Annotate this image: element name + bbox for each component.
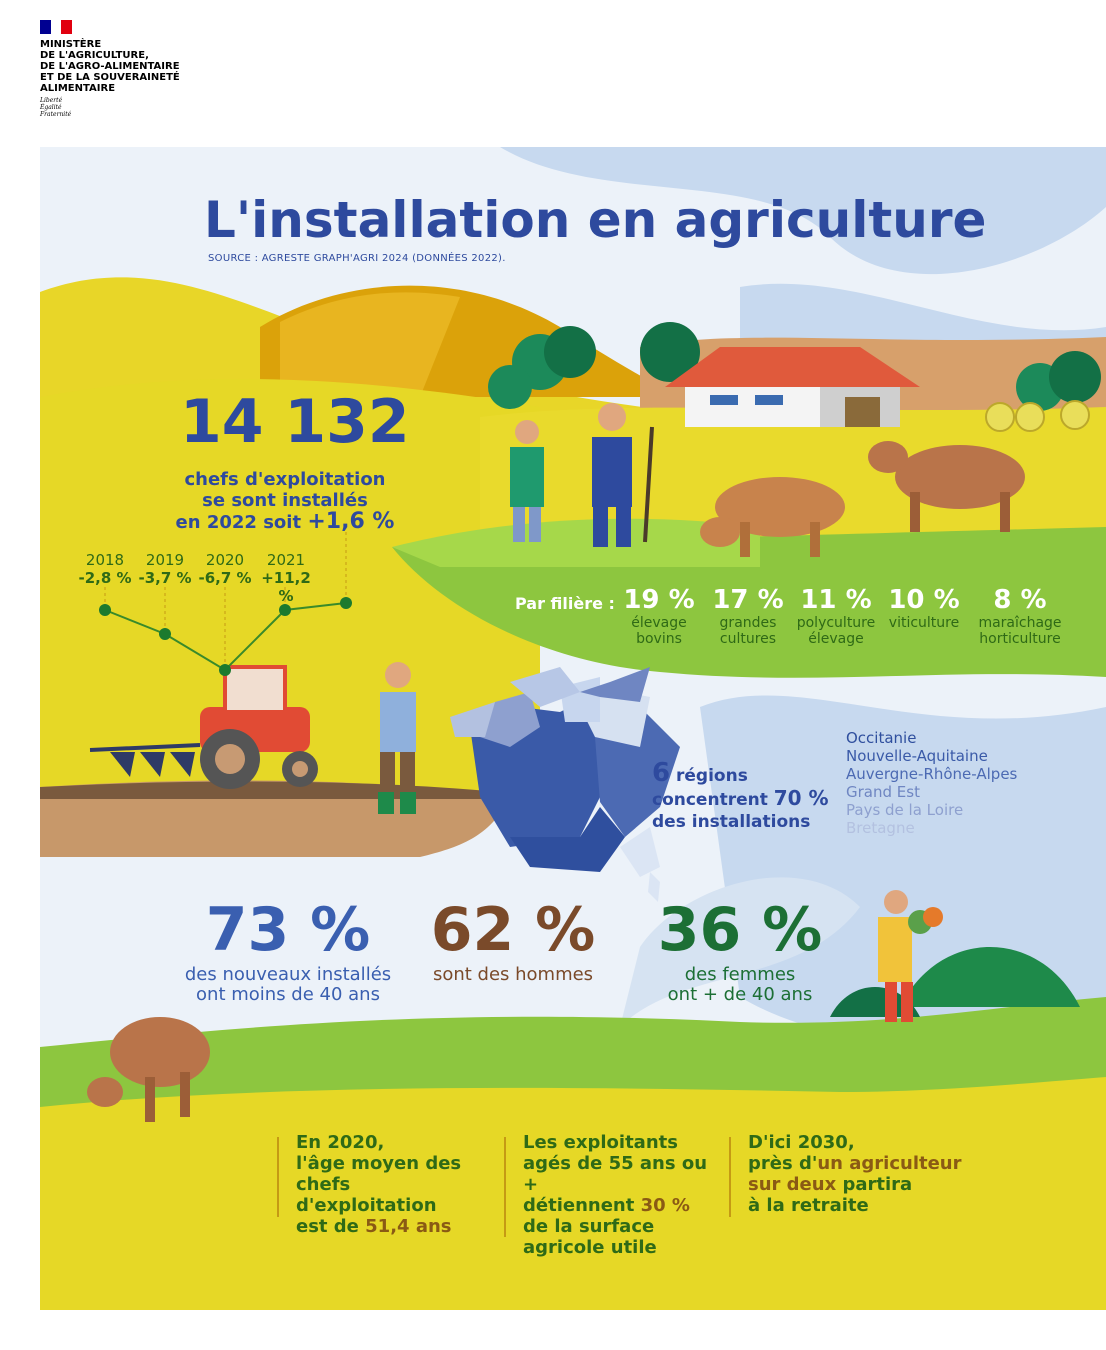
headline-change: +1,6 %: [307, 509, 395, 534]
fact-average-age: En 2020, l'âge moyen des chefs d'exploit…: [296, 1132, 462, 1237]
page-title: L'installation en agriculture: [204, 191, 987, 249]
filiere-item: 10 % viticulture: [888, 585, 960, 631]
fact-retirement: D'ici 2030, près d'un agriculteur sur de…: [748, 1132, 962, 1216]
filiere-item: 11 % polyculture élevage: [796, 585, 876, 647]
trend-point: [99, 604, 111, 616]
region-item: Occitanie: [846, 729, 917, 747]
ministry-motto: Liberté Égalité Fraternité: [40, 97, 72, 118]
ministry-name: MINISTÈRE DE L'AGRICULTURE, DE L'AGRO-AL…: [40, 39, 180, 94]
fact-land-share: Les exploitants agés de 55 ans ou + déti…: [523, 1132, 708, 1258]
regions-list: Occitanie Nouvelle-Aquitaine Auvergne-Rh…: [846, 729, 1017, 837]
trend-label-2018: 2018 -2,8 %: [78, 551, 132, 587]
filiere-item: 19 % élevage bovins: [623, 585, 695, 647]
filiere-label: Par filière :: [515, 594, 615, 613]
source-note: SOURCE : AGRESTE GRAPH'AGRI 2024 (DONNÉE…: [208, 253, 506, 264]
filiere-item: 17 % grandes cultures: [712, 585, 784, 647]
trend-label-2020: 2020 -6,7 %: [198, 551, 252, 587]
trend-point: [219, 664, 231, 676]
french-flag-icon: [40, 20, 73, 34]
france-map: [450, 667, 680, 902]
filiere-item: 8 % maraîchage horticulture: [978, 585, 1062, 647]
infographic-poster: L'installation en agriculture SOURCE : A…: [40, 147, 1106, 1310]
region-item: Bretagne: [846, 819, 915, 837]
trend-label-2019: 2019 -3,7 %: [138, 551, 192, 587]
regions-text: 6 régions concentrent 70 % des installat…: [652, 758, 829, 832]
region-item: Nouvelle-Aquitaine: [846, 747, 988, 765]
landscape-illustration: [40, 147, 1106, 1310]
stat-women-over-40: 36 % des femmes ont + de 40 ans: [657, 895, 823, 1005]
region-item: Pays de la Loire: [846, 801, 964, 819]
region-item: Grand Est: [846, 783, 920, 801]
region-item: Auvergne-Rhône-Alpes: [846, 765, 1018, 783]
headline-text: chefs d'exploitation se sont installés e…: [175, 469, 395, 534]
ministry-logo: MINISTÈRE DE L'AGRICULTURE, DE L'AGRO-AL…: [40, 20, 210, 118]
trend-label-2021: 2021 +11,2 %: [261, 551, 311, 605]
trend-point: [159, 628, 171, 640]
headline-number: 14 132: [180, 387, 410, 457]
stat-men: 62 % sont des hommes: [430, 895, 596, 985]
stat-under-40: 73 % des nouveaux installés ont moins de …: [184, 895, 392, 1005]
trend-point: [340, 597, 352, 609]
trend-point: [279, 604, 291, 616]
